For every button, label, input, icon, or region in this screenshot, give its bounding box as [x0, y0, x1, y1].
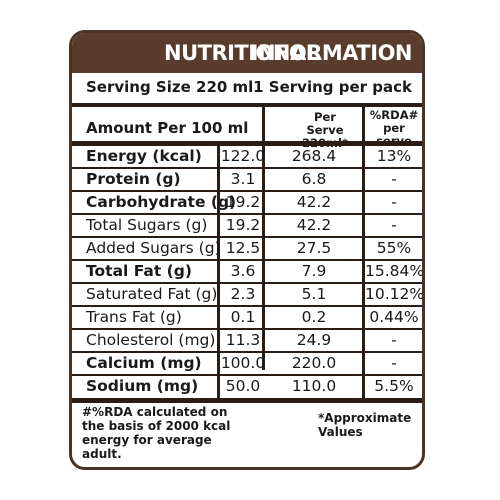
amount-per-header: Amount Per 100 ml: [86, 119, 249, 137]
rda-value: -: [391, 331, 397, 349]
label-header: NUTRITIONAL INFORMATION: [72, 33, 422, 73]
rda-header-line1: %RDA#: [369, 108, 419, 122]
header-right-text: INFORMATION: [250, 41, 413, 65]
nutrient-name: Sodium (mg): [86, 377, 199, 395]
per-100ml-value: 11.3: [225, 331, 261, 349]
per-100ml-value: 12.5: [225, 239, 261, 257]
per-serve-value: 42.2: [296, 193, 332, 211]
row-divider: [72, 213, 422, 215]
per-100ml-value: 3.1: [230, 170, 256, 188]
rda-value: 15.84%: [365, 262, 425, 280]
rda-value: 0.44%: [369, 308, 419, 326]
rda-value: 55%: [376, 239, 412, 257]
table-row: Trans Fat (g) 0.1 0.2 0.44%: [72, 307, 422, 330]
per-100ml-value: 2.3: [230, 285, 256, 303]
rda-value: -: [391, 216, 397, 234]
per-serve-value: 27.5: [296, 239, 332, 257]
row-divider: [72, 374, 422, 376]
nutrient-name: Cholesterol (mg): [86, 331, 216, 349]
nutrient-name: Energy (kcal): [86, 147, 202, 165]
rda-footnote: #%RDA calculated on the basis of 2000 kc…: [82, 405, 231, 461]
per-serve-header-line1: Per Serve: [306, 110, 344, 137]
rda-value: 13%: [376, 147, 412, 165]
per-serve-value: 268.4: [291, 147, 337, 165]
rda-value: 5.5%: [374, 377, 414, 395]
header-left-text: NUTRITIONAL: [164, 41, 319, 65]
nutrient-name: Total Sugars (g): [86, 216, 208, 234]
table-row: Total Fat (g) 3.6 7.9 15.84%: [72, 261, 422, 284]
row-divider: [72, 305, 422, 307]
header-rule: [72, 141, 422, 146]
per-serve-value: 24.9: [296, 331, 332, 349]
nutrient-name: Added Sugars (g): [86, 239, 221, 257]
table-row: Energy (kcal) 122.0 268.4 13%: [72, 146, 422, 169]
nutrition-label: NUTRITIONAL INFORMATION Serving Size 220…: [69, 30, 425, 470]
per-100ml-value: 100.0: [220, 354, 266, 372]
table-row: Added Sugars (g) 12.5 27.5 55%: [72, 238, 422, 261]
per-serve-value: 5.1: [301, 285, 327, 303]
column-divider-0: [217, 143, 220, 400]
row-divider: [72, 190, 422, 192]
rda-value: 10.12%: [365, 285, 425, 303]
nutrient-name: Calcium (mg): [86, 354, 202, 372]
per-serve-value: 220.0: [291, 354, 337, 372]
per-serve-value: 0.2: [301, 308, 327, 326]
table-row: Sodium (mg) 50.0 110.0 5.5%: [72, 376, 422, 399]
per-100ml-value: 3.6: [230, 262, 256, 280]
per-serve-value: 110.0: [291, 377, 337, 395]
nutrient-name: Total Fat (g): [86, 262, 192, 280]
table-row: Protein (g) 3.1 6.8 -: [72, 169, 422, 192]
bottom-rule: [72, 398, 422, 403]
per-100ml-value: 50.0: [225, 377, 261, 395]
row-divider: [72, 167, 422, 169]
nutrient-name: Trans Fat (g): [86, 308, 182, 326]
serving-row: Serving Size 220 ml 1 Serving per pack: [72, 73, 422, 107]
row-divider: [72, 236, 422, 238]
per-100ml-value: 0.1: [230, 308, 256, 326]
per-100ml-value: 122.0: [220, 147, 266, 165]
per-serve-value: 6.8: [301, 170, 327, 188]
serving-size: Serving Size 220 ml: [86, 78, 254, 96]
row-divider: [72, 259, 422, 261]
rda-value: -: [391, 170, 397, 188]
per-serve-value: 7.9: [301, 262, 327, 280]
nutrient-name: Protein (g): [86, 170, 181, 188]
table-row: Carbohydrate (g) 19.2 42.2 -: [72, 192, 422, 215]
table-row: Saturated Fat (g) 2.3 5.1 10.12%: [72, 284, 422, 307]
row-divider: [72, 328, 422, 330]
row-divider: [72, 282, 422, 284]
column-divider-2: [362, 103, 365, 400]
approx-footnote: *Approximate Values: [318, 411, 412, 439]
row-divider: [72, 351, 422, 353]
nutrient-name: Carbohydrate (g): [86, 193, 237, 211]
per-100ml-value: 19.2: [225, 216, 261, 234]
servings-per-pack: 1 Serving per pack: [253, 78, 412, 96]
table-row: Cholesterol (mg) 11.3 24.9 -: [72, 330, 422, 353]
table-row: Total Sugars (g) 19.2 42.2 -: [72, 215, 422, 238]
rda-value: -: [391, 193, 397, 211]
per-serve-value: 42.2: [296, 216, 332, 234]
per-100ml-value: 19.2: [225, 193, 261, 211]
rda-value: -: [391, 354, 397, 372]
table-row: Calcium (mg) 100.0 220.0 -: [72, 353, 422, 376]
nutrient-name: Saturated Fat (g): [86, 285, 218, 303]
